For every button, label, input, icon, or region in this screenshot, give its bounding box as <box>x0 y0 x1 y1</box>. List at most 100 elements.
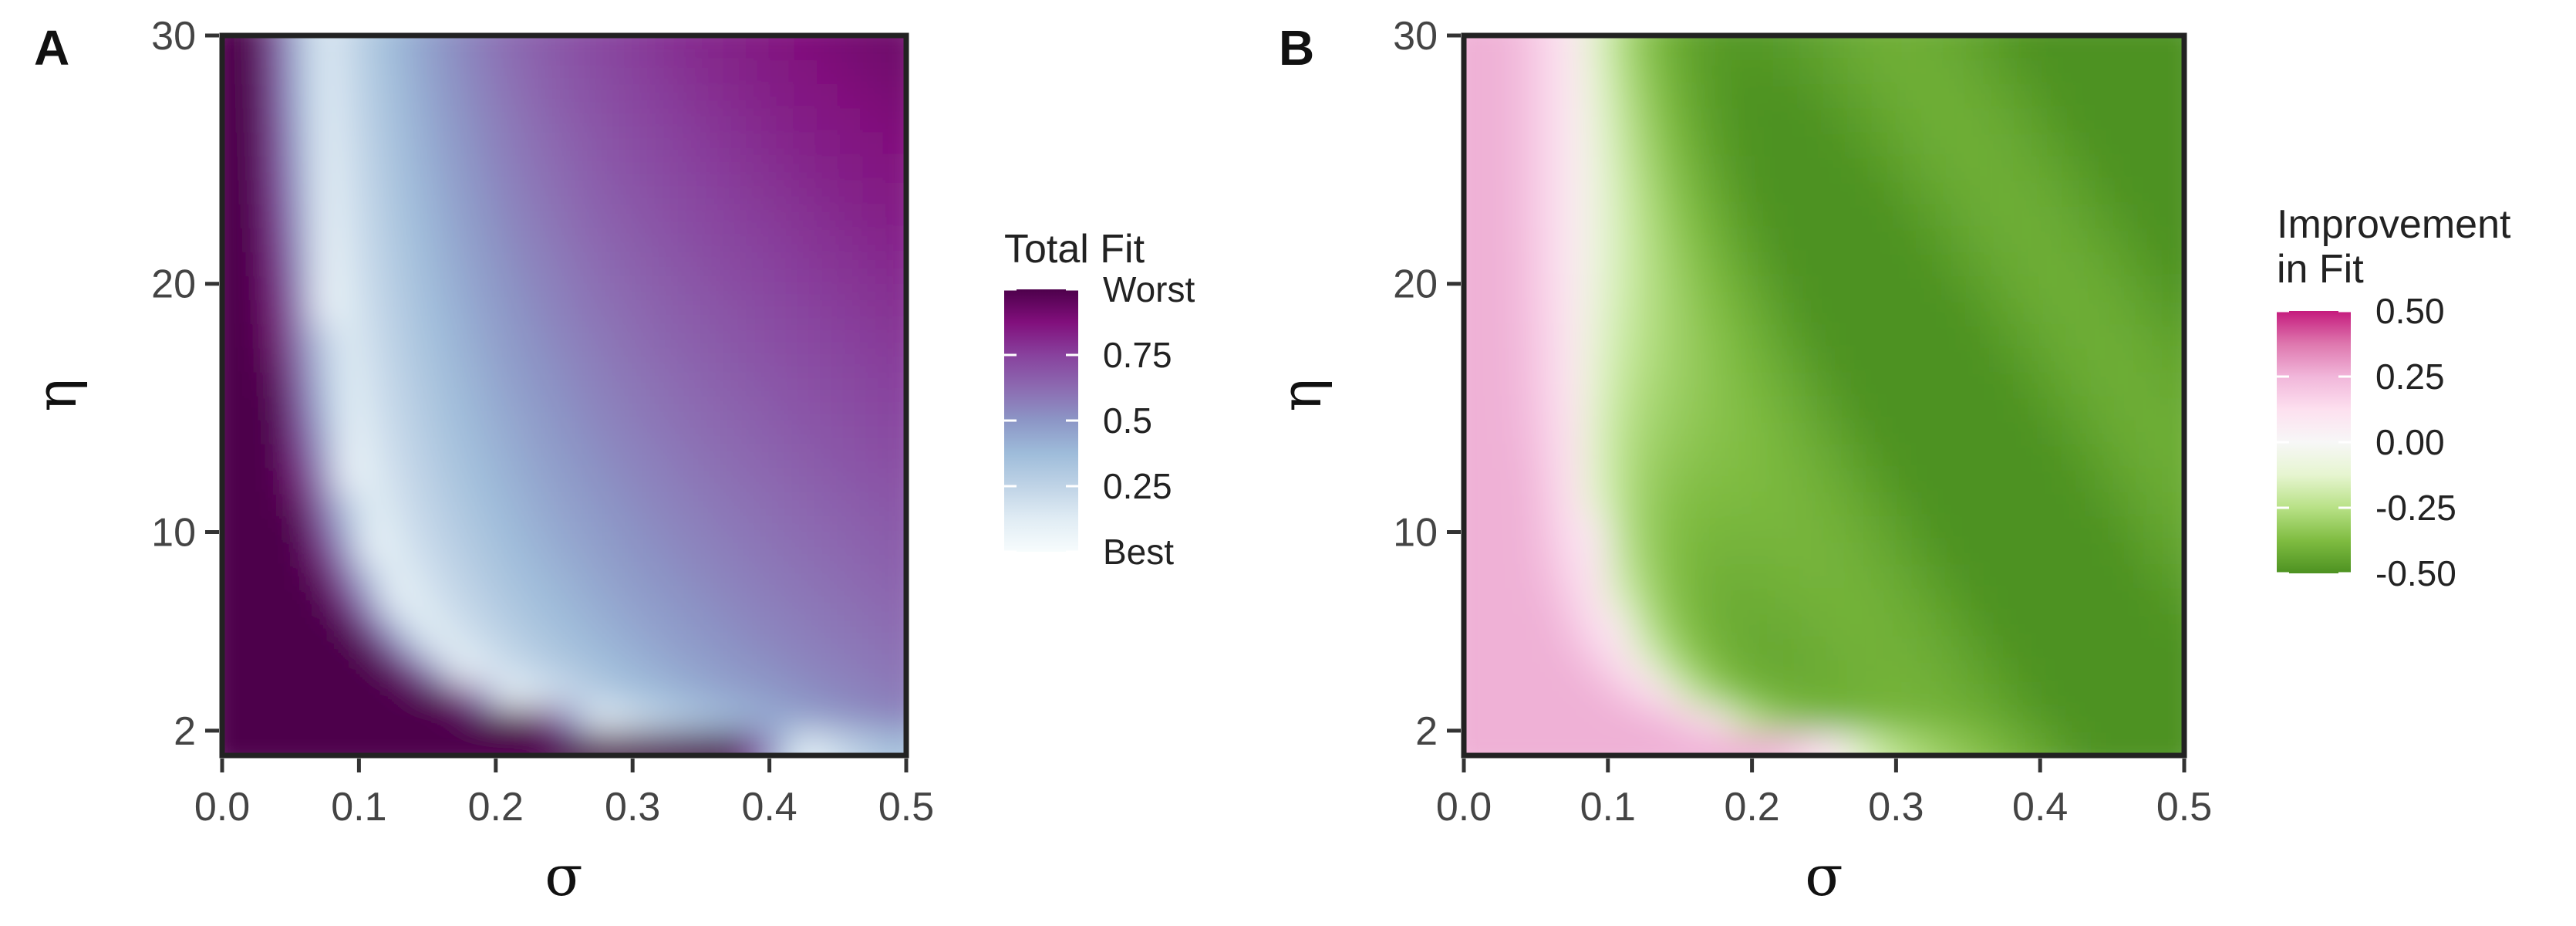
panel-a-heatmap-cell <box>791 682 816 708</box>
panel-b-heatmap-cell <box>2087 490 2113 516</box>
panel-b-heatmap-cell <box>1535 418 1561 444</box>
panel-a-heatmap-cell <box>746 490 770 516</box>
panel-a-heatmap-cell <box>609 35 634 36</box>
panel-a-heatmap-cell <box>358 178 383 204</box>
panel-b-heatmap-cell <box>2087 682 2113 708</box>
panel-b-heatmap-cell <box>1847 299 1873 325</box>
panel-a-heatmap-cell <box>768 83 794 109</box>
panel-a-heatmap-cell <box>222 35 223 36</box>
panel-a-heatmap-cell <box>427 346 451 373</box>
panel-a-heatmap-cell <box>222 202 223 228</box>
panel-a-heatmap-cell <box>335 466 360 492</box>
panel-a-heatmap-cell <box>403 299 429 325</box>
panel-a-heatmap-cell <box>723 634 748 661</box>
panel-a-heatmap-cell <box>746 658 770 684</box>
panel-a-heatmap-cell <box>768 418 794 444</box>
panel-a-heatmap-cell <box>222 130 223 157</box>
panel-a-heatmap-cell <box>654 299 679 325</box>
panel-a-heatmap-cell <box>472 299 497 325</box>
panel-a-heatmap-cell <box>403 442 429 468</box>
panel-a-heatmap-cell <box>654 35 679 61</box>
panel-a-heatmap-cell <box>586 370 611 397</box>
panel-a-heatmap-cell <box>654 490 679 516</box>
panel-a-heatmap-cell <box>700 586 725 613</box>
panel-a-heatmap-cell <box>427 59 451 85</box>
panel-b-heatmap-cell <box>1871 299 1897 325</box>
panel-a-heatmap-cell <box>768 106 794 133</box>
panel-b-heatmap-cell <box>1991 658 2018 684</box>
panel-b-heatmap-cell <box>1583 730 1609 755</box>
panel-b-heatmap-cell <box>2183 418 2184 444</box>
panel-b-heatmap-cell <box>1464 59 1465 85</box>
panel-b-heatmap-cell <box>1655 586 1681 613</box>
panel-a-heatmap-cell <box>791 154 816 181</box>
panel-b-heatmap-cell <box>1703 130 1729 157</box>
panel-b-heatmap-cell <box>2135 442 2161 468</box>
panel-b-heatmap-cell <box>1895 299 1921 325</box>
panel-a-heatmap-cell <box>632 586 656 613</box>
panel-b-heatmap-cell <box>1751 250 1777 276</box>
panel-b-heatmap-cell <box>1703 490 1729 516</box>
panel-a-heatmap-cell <box>335 418 360 444</box>
panel-a-heatmap-cell <box>632 323 656 349</box>
panel-a-heatmap-cell <box>837 299 861 325</box>
panel-b-heatmap-cell <box>1943 658 1969 684</box>
panel-a-heatmap-cell <box>837 226 861 252</box>
panel-a-heatmap-cell <box>540 130 565 157</box>
panel-a-heatmap-cell <box>335 682 360 708</box>
panel-a-heatmap-cell <box>380 634 406 661</box>
panel-b-heatmap-cell <box>1655 370 1681 397</box>
panel-b-heatmap-cell <box>2159 178 2184 204</box>
panel-b-heatmap-cell <box>1464 299 1465 325</box>
panel-b-heatmap-cell <box>1464 35 1465 61</box>
panel-b-heatmap-cell <box>2159 299 2184 325</box>
panel-a-heatmap-cell <box>677 539 702 565</box>
panel-b-heatmap-cell <box>1823 490 1849 516</box>
panel-b-heatmap-cell <box>1679 106 1705 133</box>
panel-b-heatmap-cell <box>1607 299 1633 325</box>
panel-a-heatmap-cell <box>563 106 588 133</box>
panel-a-heatmap-cell <box>746 370 770 397</box>
panel-b-heatmap-cell <box>1799 35 1825 36</box>
panel-b-heatmap-cell <box>1511 59 1537 85</box>
panel-b-heatmap-cell <box>1895 706 1921 732</box>
panel-b-heatmap-cell <box>1727 323 1753 349</box>
panel-b-heatmap-cell <box>2111 299 2137 325</box>
panel-a-heatmap-cell <box>222 586 246 613</box>
panel-a-heatmap-cell <box>312 610 337 637</box>
panel-b-heatmap-cell <box>1991 539 2018 565</box>
panel-b-heatmap-cell <box>1895 83 1921 109</box>
panel-a-heatmap-cell <box>609 442 634 468</box>
panel-b-heatmap-cell <box>1847 59 1873 85</box>
panel-a-heatmap-cell <box>791 202 816 228</box>
panel-a-heatmap-cell <box>882 226 906 252</box>
panel-b-heatmap-cell <box>1607 154 1633 181</box>
panel-b-heatmap-cell <box>1464 346 1465 373</box>
panel-b-heatmap-cell <box>1464 394 1489 421</box>
panel-b-heatmap-cell <box>1487 154 1513 181</box>
panel-b-heatmap-cell <box>1871 130 1897 157</box>
panel-b-heatmap-cell <box>1943 250 1969 276</box>
panel-b-heatmap-cell <box>1991 730 2018 755</box>
panel-a-x-tick-label: 0.3 <box>605 785 660 830</box>
panel-b-heatmap-cell <box>1583 658 1609 684</box>
panel-a-heatmap-cell <box>769 755 794 780</box>
panel-b-heatmap-cell <box>1607 83 1633 109</box>
panel-b-heatmap-cell <box>2159 418 2184 444</box>
panel-b-heatmap-cell <box>1679 394 1705 421</box>
panel-b-heatmap-cell <box>1799 586 1825 613</box>
panel-b-heatmap-cell <box>1919 539 1945 565</box>
panel-a-heatmap-cell <box>222 394 223 421</box>
panel-b-heatmap-cell <box>1967 515 1993 541</box>
panel-a-heatmap-cell <box>859 250 885 276</box>
panel-a-heatmap-cell <box>814 250 839 276</box>
panel-a-heatmap-cell <box>700 130 725 157</box>
panel-b-heatmap-cell <box>1967 418 1993 444</box>
panel-a-heatmap-cell <box>586 539 611 565</box>
panel-a-heatmap-cell <box>222 466 246 492</box>
panel-a-heatmap-cell <box>814 154 839 181</box>
panel-a-heatmap-cell <box>768 59 794 85</box>
panel-a-heatmap-cell <box>495 755 520 780</box>
panel-a-heatmap-cell <box>267 466 292 492</box>
panel-b-heatmap-cell <box>1919 275 1945 301</box>
